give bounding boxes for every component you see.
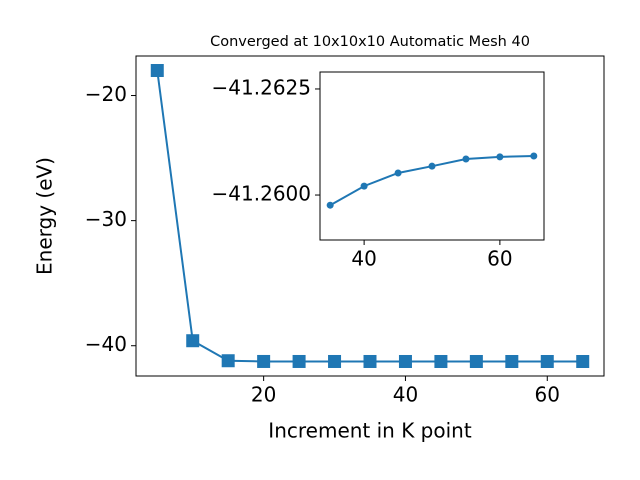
marker <box>428 162 436 170</box>
x-tick-label: 40 <box>393 383 418 407</box>
marker <box>398 354 412 368</box>
marker <box>540 354 554 368</box>
y-tick-label: −40 <box>85 332 127 356</box>
y-tick-label: −41.2600 <box>212 182 311 206</box>
y-tick-label: −41.2625 <box>212 75 311 99</box>
marker <box>394 169 402 177</box>
marker <box>186 334 200 348</box>
marker <box>221 354 235 368</box>
marker <box>360 182 368 190</box>
x-tick-label: 40 <box>351 247 376 271</box>
y-tick-label: −20 <box>85 82 127 106</box>
marker <box>257 354 271 368</box>
marker <box>328 354 342 368</box>
x-tick-label: 20 <box>251 383 276 407</box>
marker <box>496 153 504 161</box>
y-axis-label: Energy (eV) <box>33 157 57 275</box>
marker <box>530 152 538 160</box>
chart-title: Converged at 10x10x10 Automatic Mesh 40 <box>210 34 530 50</box>
marker <box>434 354 448 368</box>
marker <box>326 201 334 209</box>
marker <box>505 354 519 368</box>
marker <box>469 354 483 368</box>
x-tick-label: 60 <box>487 247 512 271</box>
x-tick-label: 60 <box>535 383 560 407</box>
x-axis-label: Increment in K point <box>268 419 472 443</box>
marker <box>292 354 306 368</box>
marker <box>576 355 590 369</box>
marker <box>363 354 377 368</box>
marker <box>150 64 164 78</box>
y-tick-label: −30 <box>85 207 127 231</box>
marker <box>462 155 470 163</box>
